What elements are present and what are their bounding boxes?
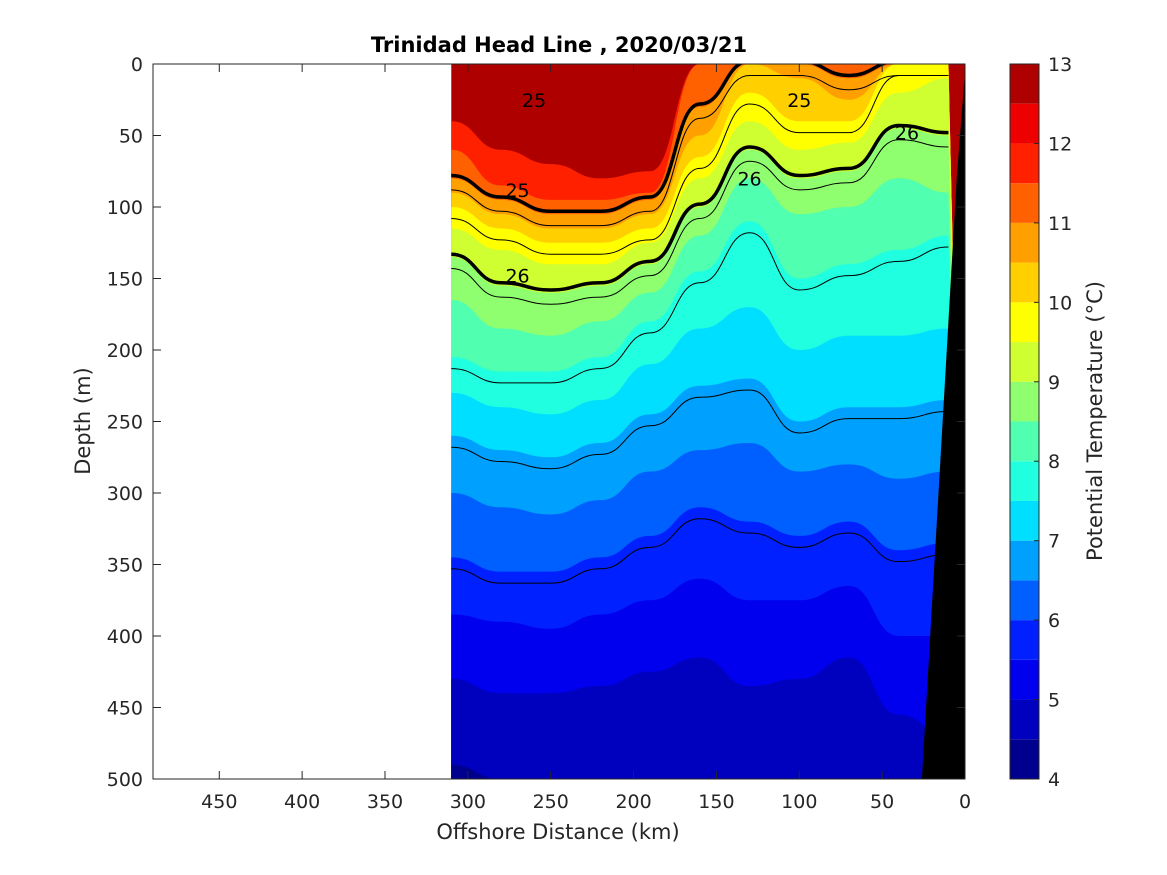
colorbar-segment [1010, 143, 1039, 184]
density-contour-thin [451, 232, 949, 384]
y-axis-title: Depth (m) [71, 367, 95, 474]
colorbar-tick-label: 11 [1048, 213, 1072, 235]
y-tick-label: 500 [107, 769, 143, 791]
y-tick-label: 250 [107, 412, 143, 434]
x-tick-label: 400 [284, 791, 320, 813]
colorbar-segment [1010, 500, 1039, 541]
density-contour-thin [451, 389, 949, 470]
colorbar: 4 5 6 7 8 9 10 11 12 13 [1009, 54, 1072, 791]
temperature-band-5 [451, 657, 965, 779]
colorbar-segment [1010, 739, 1039, 779]
contour-label-25: 25 [787, 90, 811, 112]
x-axis: 450 400 350 300 250 200 150 100 50 0 [201, 64, 971, 813]
colorbar-segment [1010, 659, 1039, 700]
y-tick-label: 50 [119, 126, 143, 148]
colorbar-tick-label: 7 [1048, 531, 1060, 553]
colorbar-tick-label: 6 [1048, 610, 1060, 632]
density-contour-25 [451, 64, 889, 214]
x-tick-label: 50 [870, 791, 894, 813]
x-tick-label: 300 [450, 791, 486, 813]
density-contour-26 [451, 123, 949, 292]
density-contour-thin [451, 74, 949, 227]
colorbar-segment [1010, 103, 1039, 144]
colorbar-segment [1010, 620, 1039, 660]
colorbar-segment [1010, 421, 1039, 462]
colorbar-segment [1010, 580, 1039, 621]
y-tick-label: 200 [107, 340, 143, 362]
colorbar-tick-label: 5 [1048, 690, 1060, 712]
colorbar-title: Potential Temperature (°C) [1083, 281, 1107, 561]
colorbar-tick-label: 13 [1048, 54, 1072, 76]
colorbar-segment [1010, 381, 1039, 422]
x-tick-label: 100 [781, 791, 817, 813]
y-tick-label: 100 [107, 197, 143, 219]
colorbar-segment [1010, 64, 1039, 104]
y-tick-label: 300 [107, 483, 143, 505]
chart-title: Trinidad Head Line , 2020/03/21 [371, 33, 747, 57]
colorbar-tick-label: 9 [1048, 372, 1060, 394]
density-contour-thin [451, 518, 949, 584]
colorbar-segment [1010, 302, 1039, 343]
colorbar-tick-label: 4 [1048, 769, 1060, 791]
bathymetry [921, 71, 965, 779]
y-tick-label: 150 [107, 269, 143, 291]
colorbar-tick-label: 8 [1048, 451, 1060, 473]
colorbar-tick-label: 10 [1048, 292, 1072, 314]
colorbar-segment [1010, 342, 1039, 382]
density-contour-thin [451, 139, 949, 305]
density-contours: 26 26 26 25 25 25 [451, 64, 949, 584]
contour-label-26: 26 [895, 123, 919, 145]
contour-label-25: 25 [505, 180, 529, 202]
contour-label-26: 26 [737, 168, 761, 190]
colorbar-segment [1010, 461, 1039, 501]
x-tick-label: 150 [698, 791, 734, 813]
x-tick-label: 200 [615, 791, 651, 813]
x-tick-label: 350 [367, 791, 403, 813]
x-tick-label: 450 [201, 791, 237, 813]
colorbar-segment [1010, 699, 1039, 740]
colorbar-segment [1010, 540, 1039, 581]
y-tick-label: 450 [107, 698, 143, 720]
y-tick-label: 350 [107, 555, 143, 577]
seafloor [921, 71, 965, 779]
y-axis: 0 50 100 150 200 250 300 350 400 450 500 [107, 54, 965, 791]
colorbar-segment [1010, 222, 1039, 263]
x-tick-label: 0 [959, 791, 971, 813]
colorbar-tick-label: 12 [1048, 133, 1072, 155]
y-tick-label: 0 [131, 54, 143, 76]
contour-label-25: 25 [522, 90, 546, 112]
contour-label-26: 26 [505, 266, 529, 288]
y-tick-label: 400 [107, 626, 143, 648]
colorbar-segment [1010, 262, 1039, 303]
x-tick-label: 250 [533, 791, 569, 813]
x-axis-title: Offshore Distance (km) [436, 820, 679, 844]
temperature-field [451, 64, 965, 779]
density-contour-thin [451, 74, 949, 255]
colorbar-frame [1009, 63, 1040, 780]
colorbar-segment [1010, 183, 1039, 223]
plot-area: 26 26 26 25 25 25 [153, 64, 965, 779]
